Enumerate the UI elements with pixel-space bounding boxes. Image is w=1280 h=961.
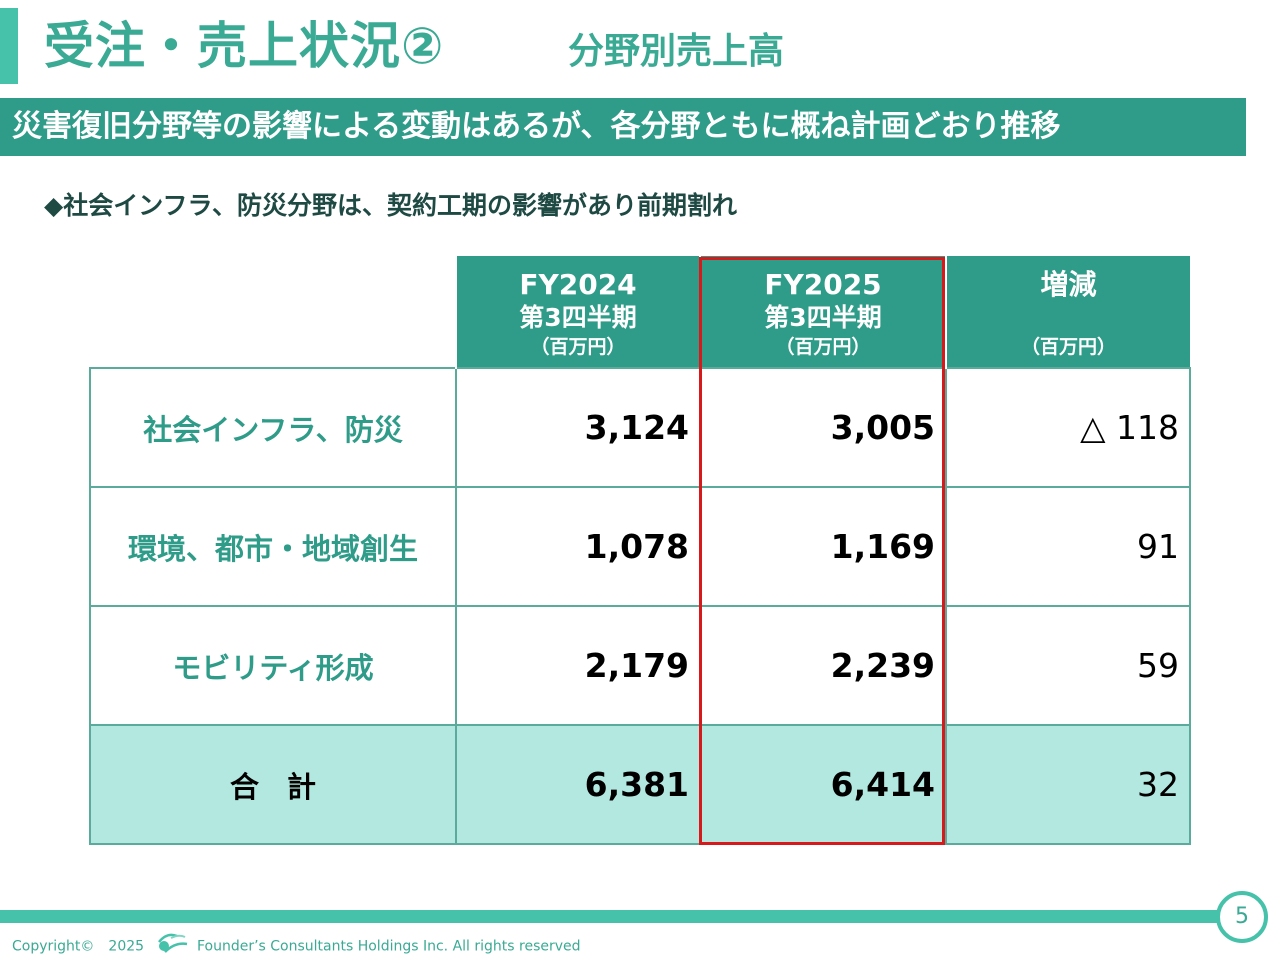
value-fy2024: 1,078 xyxy=(455,486,701,607)
table-total-row: 合計 6,381 6,414 32 xyxy=(89,724,1191,845)
header-fy2025-period: 第3四半期 xyxy=(764,303,882,332)
page-title: 受注・売上状況② xyxy=(44,17,445,75)
header-fy2025-year: FY2025 xyxy=(764,268,882,301)
table-row: モビリティ形成 2,179 2,239 59 xyxy=(89,605,1191,726)
header-fy2024: FY2024 第3四半期 （百万円） xyxy=(455,256,700,368)
header-change-spacer xyxy=(947,302,1190,334)
total-fy2024: 6,381 xyxy=(455,724,701,845)
value-change: 59 xyxy=(945,605,1191,726)
header-fy2025: FY2025 第3四半期 （百万円） xyxy=(699,256,946,368)
header-fy2024-year: FY2024 xyxy=(519,268,637,301)
value-fy2024: 2,179 xyxy=(455,605,701,726)
company-logo-icon xyxy=(155,932,189,961)
page-subtitle: 分野別売上高 xyxy=(568,31,785,72)
total-fy2025: 6,414 xyxy=(699,724,947,845)
header-fy2024-period: 第3四半期 xyxy=(519,303,637,332)
value-change: △ 118 xyxy=(945,367,1191,488)
footer-copyright: Copyright© 2025 Founder’s Consultants Ho… xyxy=(12,932,581,961)
value-fy2025: 3,005 xyxy=(699,367,947,488)
copyright-text: Copyright© 2025 xyxy=(12,938,145,955)
row-label-mobility: モビリティ形成 xyxy=(89,605,457,726)
row-label-infrastructure: 社会インフラ、防災 xyxy=(89,367,457,488)
headline-banner: 災害復旧分野等の影響による変動はあるが、各分野ともに概ね計画どおり推移 xyxy=(0,98,1246,156)
row-label-environment: 環境、都市・地域創生 xyxy=(89,486,457,607)
value-fy2025: 2,239 xyxy=(699,605,947,726)
table-row: 環境、都市・地域創生 1,078 1,169 91 xyxy=(89,486,1191,607)
header-change: 増減 （百万円） xyxy=(945,256,1190,368)
row-label-total: 合計 xyxy=(89,724,457,845)
header-change-label: 増減 xyxy=(1040,268,1097,301)
header-fy2025-unit: （百万円） xyxy=(775,336,871,358)
header-empty-cell xyxy=(90,256,456,368)
value-fy2025: 1,169 xyxy=(699,486,947,607)
footer-accent-line xyxy=(0,910,1230,923)
sales-table: FY2024 第3四半期 （百万円） FY2025 第3四半期 （百万円） 増減… xyxy=(89,256,1191,845)
total-change: 32 xyxy=(945,724,1191,845)
header-change-unit: （百万円） xyxy=(1020,336,1116,358)
company-text: Founder’s Consultants Holdings Inc. All … xyxy=(196,938,581,955)
page-number-badge: 5 xyxy=(1216,891,1268,943)
bullet-note: ◆社会インフラ、防災分野は、契約工期の影響があり前期割れ xyxy=(44,191,737,220)
title-accent-bar xyxy=(0,8,18,84)
value-change: 91 xyxy=(945,486,1191,607)
header-fy2024-unit: （百万円） xyxy=(530,336,626,358)
value-fy2024: 3,124 xyxy=(455,367,701,488)
table-row: 社会インフラ、防災 3,124 3,005 △ 118 xyxy=(89,367,1191,488)
table-header-row: FY2024 第3四半期 （百万円） FY2025 第3四半期 （百万円） 増減… xyxy=(90,256,1190,368)
